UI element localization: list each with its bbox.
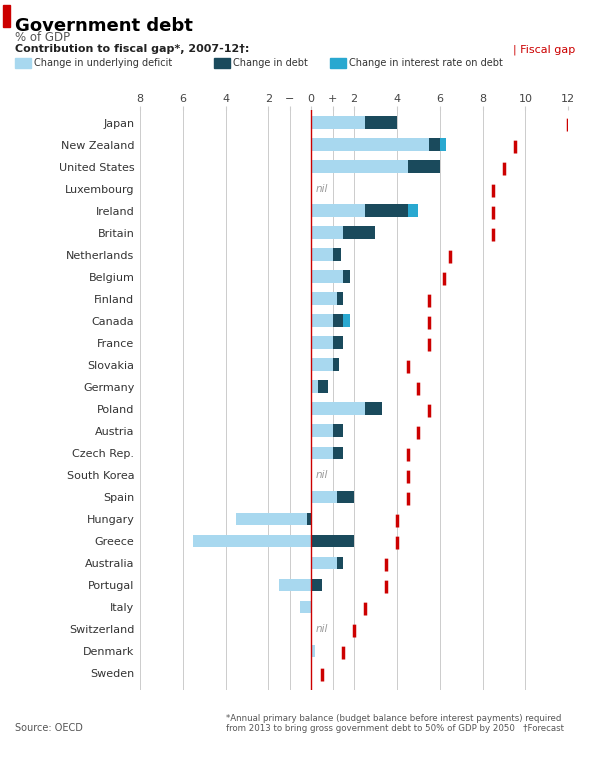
Bar <box>279 578 311 591</box>
Bar <box>311 447 333 459</box>
Bar <box>311 271 343 283</box>
Bar <box>429 138 440 151</box>
Bar <box>333 336 343 349</box>
Bar <box>440 138 446 151</box>
Bar <box>311 380 328 393</box>
Bar <box>236 513 311 525</box>
Bar <box>337 293 343 305</box>
Bar <box>311 358 333 371</box>
Bar <box>311 160 408 173</box>
Bar <box>311 226 343 239</box>
Bar <box>311 402 365 415</box>
Bar <box>311 117 365 129</box>
Bar <box>311 248 333 261</box>
Text: Change in interest rate on debt: Change in interest rate on debt <box>349 58 503 68</box>
Bar <box>311 293 337 305</box>
Text: Change in debt: Change in debt <box>233 58 308 68</box>
Bar <box>311 556 337 569</box>
Bar <box>311 204 365 217</box>
Bar <box>311 578 322 591</box>
Bar <box>408 160 440 173</box>
Bar <box>318 380 328 393</box>
Text: nil: nil <box>315 470 328 480</box>
Bar <box>311 535 354 547</box>
Bar <box>337 556 343 569</box>
Text: Change in underlying deficit: Change in underlying deficit <box>34 58 172 68</box>
Bar <box>333 447 343 459</box>
Text: Government debt: Government debt <box>15 17 193 35</box>
Text: nil: nil <box>315 184 328 194</box>
Bar <box>337 491 354 504</box>
Bar <box>365 204 408 217</box>
Bar <box>193 535 311 547</box>
Bar <box>365 117 397 129</box>
Text: nil: nil <box>315 624 328 634</box>
Bar <box>333 424 343 437</box>
Bar <box>311 315 333 327</box>
Text: % of GDP: % of GDP <box>15 31 70 44</box>
Bar <box>343 226 375 239</box>
Bar <box>343 271 350 283</box>
Bar <box>408 204 418 217</box>
Bar <box>311 138 429 151</box>
Text: Source: OECD: Source: OECD <box>15 723 83 733</box>
Bar <box>365 402 382 415</box>
Bar <box>333 315 343 327</box>
Bar <box>311 336 333 349</box>
Bar <box>333 248 341 261</box>
Bar <box>311 645 315 658</box>
Bar <box>333 358 339 371</box>
Bar <box>343 315 350 327</box>
Bar <box>311 491 337 504</box>
Text: | Fiscal gap: | Fiscal gap <box>513 44 575 55</box>
Bar <box>311 424 333 437</box>
Bar <box>307 513 311 525</box>
Text: *Annual primary balance (budget balance before interest payments) required
from : *Annual primary balance (budget balance … <box>226 714 564 733</box>
Bar <box>300 600 311 613</box>
Text: Contribution to fiscal gap*, 2007-12†:: Contribution to fiscal gap*, 2007-12†: <box>15 44 249 54</box>
